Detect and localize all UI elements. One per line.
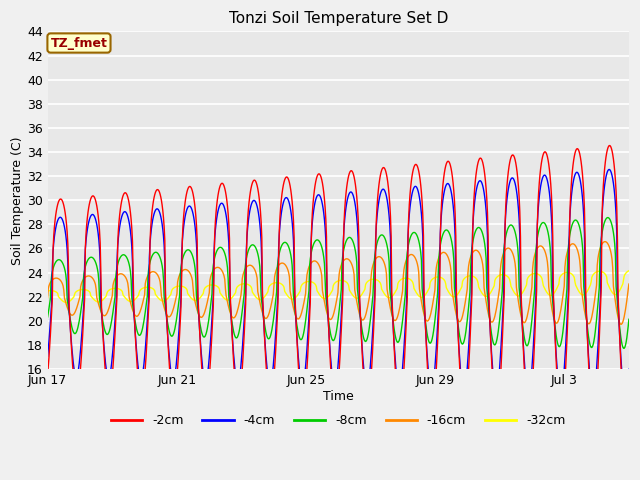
Legend: -2cm, -4cm, -8cm, -16cm, -32cm: -2cm, -4cm, -8cm, -16cm, -32cm bbox=[106, 409, 571, 432]
Y-axis label: Soil Temperature (C): Soil Temperature (C) bbox=[11, 136, 24, 264]
Title: Tonzi Soil Temperature Set D: Tonzi Soil Temperature Set D bbox=[228, 11, 448, 26]
Text: TZ_fmet: TZ_fmet bbox=[51, 36, 108, 49]
X-axis label: Time: Time bbox=[323, 390, 354, 403]
